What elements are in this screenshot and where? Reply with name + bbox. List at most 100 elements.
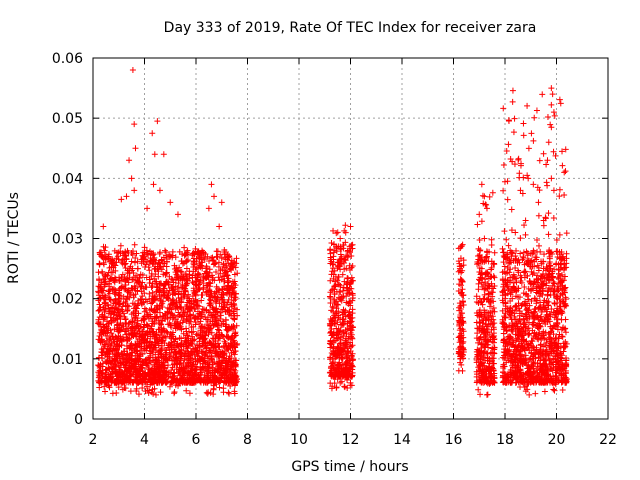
data-point xyxy=(176,334,183,341)
data-point xyxy=(105,382,112,389)
data-point xyxy=(204,353,211,360)
data-point xyxy=(171,262,178,269)
data-point xyxy=(156,250,163,257)
data-point xyxy=(550,386,557,393)
data-point xyxy=(232,362,239,369)
data-point xyxy=(327,294,334,301)
data-point xyxy=(224,327,231,334)
data-point xyxy=(197,277,204,284)
data-point xyxy=(327,250,334,257)
data-point xyxy=(191,305,198,312)
data-point xyxy=(166,273,173,280)
data-point xyxy=(198,292,205,299)
data-point xyxy=(225,373,232,380)
data-point xyxy=(520,120,527,127)
data-point xyxy=(232,282,239,289)
data-point xyxy=(181,369,188,376)
data-point xyxy=(194,302,201,309)
data-point xyxy=(535,212,542,219)
data-point xyxy=(106,281,113,288)
data-point xyxy=(139,293,146,300)
data-point xyxy=(169,315,176,322)
data-point xyxy=(105,376,112,383)
data-point xyxy=(140,253,147,260)
data-point xyxy=(476,236,483,243)
data-point xyxy=(178,269,185,276)
data-point xyxy=(117,333,124,340)
data-point xyxy=(157,313,164,320)
data-point xyxy=(198,256,205,263)
data-point xyxy=(150,249,157,256)
data-point xyxy=(139,350,146,357)
data-point xyxy=(183,251,190,258)
data-point xyxy=(132,341,139,348)
data-point xyxy=(173,351,180,358)
data-point xyxy=(180,291,187,298)
data-point xyxy=(96,307,103,314)
data-point xyxy=(98,313,105,320)
data-point xyxy=(183,357,190,364)
data-point xyxy=(226,306,233,313)
data-point xyxy=(172,335,179,342)
data-point xyxy=(99,338,106,345)
data-point xyxy=(111,326,118,333)
data-point xyxy=(126,319,133,326)
data-point xyxy=(134,265,141,272)
data-point xyxy=(213,248,220,255)
data-point xyxy=(548,101,555,108)
data-point xyxy=(193,274,200,281)
data-point xyxy=(192,245,199,252)
data-point xyxy=(500,162,507,169)
data-point xyxy=(209,335,216,342)
data-point xyxy=(474,221,481,228)
data-point xyxy=(174,304,181,311)
data-point xyxy=(143,247,150,254)
data-point xyxy=(141,244,148,251)
data-point xyxy=(234,340,241,347)
data-point xyxy=(169,276,176,283)
data-point xyxy=(194,282,201,289)
data-point xyxy=(120,354,127,361)
data-point xyxy=(121,384,128,391)
data-point xyxy=(227,382,234,389)
data-point xyxy=(95,269,102,276)
data-point xyxy=(507,155,514,162)
data-point xyxy=(533,107,540,114)
data-point xyxy=(212,338,219,345)
data-point xyxy=(146,260,153,267)
data-point xyxy=(203,389,210,396)
data-point xyxy=(107,314,114,321)
data-point xyxy=(106,264,113,271)
data-point xyxy=(195,271,202,278)
data-point xyxy=(226,285,233,292)
data-point xyxy=(139,385,146,392)
data-point xyxy=(111,290,118,297)
data-point xyxy=(517,235,524,242)
data-point xyxy=(531,114,538,121)
data-point xyxy=(98,355,105,362)
data-point xyxy=(150,390,157,397)
data-point xyxy=(179,312,186,319)
data-point xyxy=(108,319,115,326)
data-point xyxy=(111,309,118,316)
data-point xyxy=(199,247,206,254)
data-point xyxy=(479,192,486,199)
data-point xyxy=(501,228,508,235)
data-point xyxy=(224,376,231,383)
data-point xyxy=(157,321,164,328)
data-point xyxy=(167,353,174,360)
data-point xyxy=(151,335,158,342)
data-point xyxy=(147,333,154,340)
data-point xyxy=(151,294,158,301)
data-point xyxy=(111,347,118,354)
data-point xyxy=(224,279,231,286)
data-point xyxy=(188,324,195,331)
data-point xyxy=(543,161,550,168)
data-point xyxy=(500,105,507,112)
data-point xyxy=(216,384,223,391)
data-point xyxy=(171,390,178,397)
data-point xyxy=(125,249,132,256)
data-point xyxy=(543,179,550,186)
data-point xyxy=(540,222,547,229)
data-point xyxy=(195,250,202,257)
